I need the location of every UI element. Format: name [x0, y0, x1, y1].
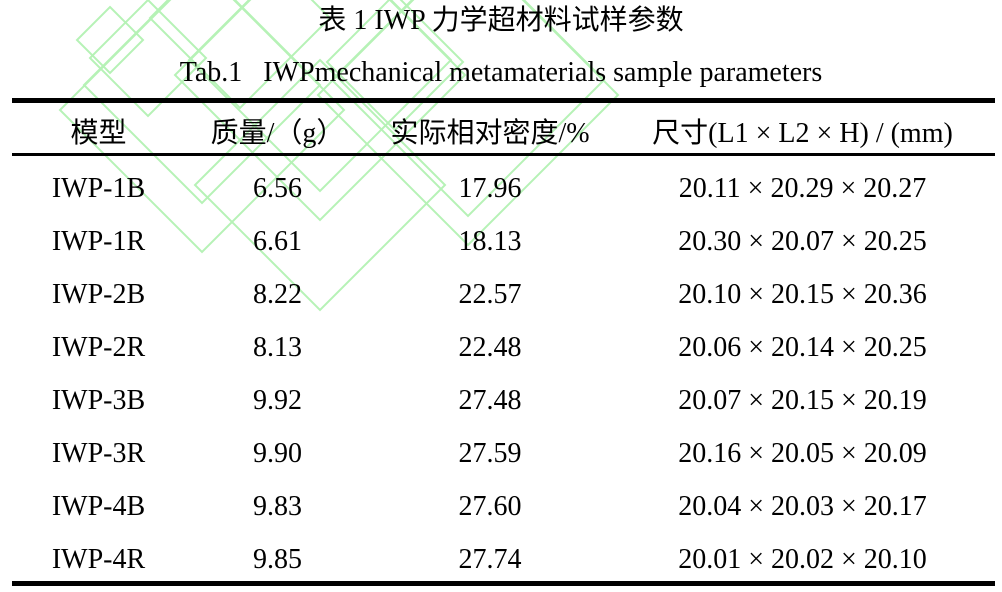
cell-size: 20.04 × 20.03 × 20.17: [678, 491, 927, 523]
cell-density: 18.13: [458, 225, 522, 257]
cell-model: IWP-2R: [51, 331, 146, 363]
cell-model: IWP-4B: [51, 491, 146, 523]
column-header-mass: 质量/（g）: [210, 118, 345, 149]
cell-density: 27.59: [458, 438, 522, 470]
cell-size: 20.11 × 20.29 × 20.27: [678, 172, 927, 204]
cell-mass: 6.56: [253, 172, 302, 204]
cell-mass: 9.83: [253, 491, 302, 523]
cell-size: 20.06 × 20.14 × 20.25: [678, 331, 927, 363]
table-caption-chinese: 表 1 IWP 力学超材料试样参数: [318, 5, 684, 36]
cell-model: IWP-3R: [51, 438, 146, 470]
table-row: IWP-4B 9.83 27.60 20.04 × 20.03 × 20.17: [12, 475, 995, 528]
cell-model: IWP-3B: [51, 384, 146, 416]
cell-density: 17.96: [458, 172, 522, 204]
cell-size: 20.16 × 20.05 × 20.09: [678, 438, 927, 470]
cell-mass: 8.22: [253, 278, 302, 310]
table-row: IWP-4R 9.85 27.74 20.01 × 20.02 × 20.10: [12, 528, 995, 581]
column-header-size: 尺寸(L1 × L2 × H) / (mm): [652, 118, 953, 149]
cell-mass: 9.85: [253, 544, 302, 576]
cell-model: IWP-4R: [51, 544, 146, 576]
cell-density: 22.48: [458, 331, 522, 363]
cell-model: IWP-2B: [51, 278, 146, 310]
cell-size: 20.10 × 20.15 × 20.36: [678, 278, 927, 310]
table-row: IWP-1B 6.56 17.96 20.11 × 20.29 × 20.27: [12, 156, 995, 209]
table-header-row: 模型 质量/（g） 实际相对密度/% 尺寸(L1 × L2 × H) / (mm…: [12, 103, 995, 156]
table-row: IWP-2B 8.22 22.57 20.10 × 20.15 × 20.36: [12, 262, 995, 315]
cell-size: 20.01 × 20.02 × 20.10: [678, 544, 927, 576]
cell-model: IWP-1B: [51, 172, 146, 204]
parameters-table: 模型 质量/（g） 实际相对密度/% 尺寸(L1 × L2 × H) / (mm…: [12, 98, 995, 586]
cell-density: 27.60: [458, 491, 522, 523]
cell-mass: 9.90: [253, 438, 302, 470]
cell-size: 20.07 × 20.15 × 20.19: [678, 384, 927, 416]
cell-model: IWP-1R: [51, 225, 146, 257]
column-header-density: 实际相对密度/%: [390, 118, 590, 149]
column-header-model: 模型: [70, 118, 127, 149]
cell-density: 27.48: [458, 384, 522, 416]
table-row: IWP-1R 6.61 18.13 20.30 × 20.07 × 20.25: [12, 209, 995, 262]
cell-mass: 9.92: [253, 384, 302, 416]
cell-mass: 6.61: [253, 225, 302, 257]
cell-density: 27.74: [458, 544, 522, 576]
table-row: IWP-3R 9.90 27.59 20.16 × 20.05 × 20.09: [12, 421, 995, 474]
table-row: IWP-2R 8.13 22.48 20.06 × 20.14 × 20.25: [12, 315, 995, 368]
cell-mass: 8.13: [253, 331, 302, 363]
cell-size: 20.30 × 20.07 × 20.25: [678, 225, 927, 257]
table-row: IWP-3B 9.92 27.48 20.07 × 20.15 × 20.19: [12, 368, 995, 421]
table-caption-english: Tab.1 IWPmechanical metamaterials sample…: [179, 57, 823, 88]
cell-density: 22.57: [458, 278, 522, 310]
